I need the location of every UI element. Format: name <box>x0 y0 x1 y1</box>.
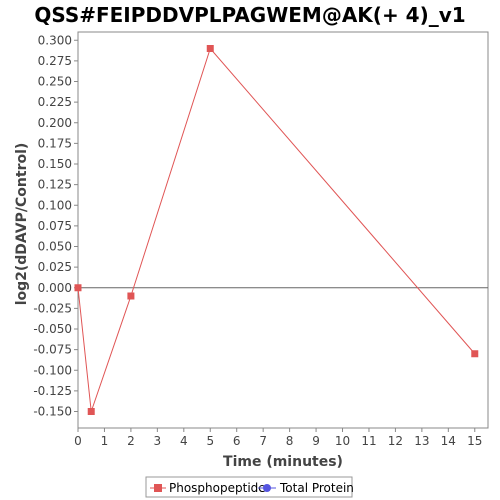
y-tick-label: 0.125 <box>38 178 72 192</box>
y-tick-label: 0.300 <box>38 33 72 47</box>
x-tick-label: 5 <box>206 434 214 448</box>
x-axis: 0 1 2 3 4 5 6 7 8 9 10 11 12 13 14 15 <box>74 428 482 448</box>
data-point <box>206 45 214 52</box>
y-tick-label: 0.075 <box>38 219 72 233</box>
y-axis-label: log2(dDAVP/Control) <box>14 143 30 306</box>
x-tick-label: 7 <box>259 434 267 448</box>
y-tick-label: -0.125 <box>33 384 72 398</box>
data-point <box>471 350 479 358</box>
legend-box <box>145 476 353 498</box>
y-tick-label: 0.250 <box>38 75 72 89</box>
y-tick-label: 0.150 <box>38 157 72 171</box>
y-tick-label: 0.200 <box>38 116 72 130</box>
x-tick-label: 0 <box>74 434 82 448</box>
x-tick-label: 15 <box>467 434 482 448</box>
plot-area <box>77 31 489 429</box>
x-tick-label: 10 <box>335 434 350 448</box>
y-tick-label: 0.275 <box>38 54 72 68</box>
y-tick-label: 0.050 <box>38 240 72 254</box>
x-tick-label: 13 <box>414 434 429 448</box>
y-tick-label: -0.100 <box>33 363 72 377</box>
y-tick-label: 0.000 <box>38 281 72 295</box>
x-tick-label: 9 <box>312 434 320 448</box>
data-point <box>74 284 82 292</box>
x-tick-label: 8 <box>286 434 294 448</box>
x-tick-label: 4 <box>180 434 188 448</box>
x-tick-label: 12 <box>388 434 403 448</box>
legend-label-phosphopeptide: Phosphopeptide <box>169 481 266 495</box>
x-axis-label: Time (minutes) <box>223 454 343 470</box>
y-tick-label: 0.100 <box>38 198 72 212</box>
x-tick-label: 14 <box>441 434 456 448</box>
x-tick-label: 11 <box>361 434 376 448</box>
data-point <box>127 292 135 300</box>
series-group <box>74 45 479 415</box>
y-axis: 0.300 0.275 0.250 0.225 0.200 0.175 0.150 0.125… <box>33 33 78 419</box>
x-tick-label: 3 <box>154 434 162 448</box>
legend-marker-total-protein <box>263 484 271 492</box>
legend: Phosphopeptide Total Protein <box>145 476 354 498</box>
legend-marker-phosphopeptide <box>154 484 162 492</box>
y-tick-label: 0.025 <box>38 260 72 274</box>
y-tick-label: -0.025 <box>33 301 72 315</box>
y-tick-label: 0.225 <box>38 95 72 109</box>
x-tick-label: 1 <box>101 434 109 448</box>
chart-title: QSS#FEIPDDVPLPAGWEM@AK(+ 4)_v1 <box>34 3 465 27</box>
y-tick-label: -0.075 <box>33 343 72 357</box>
y-tick-label: 0.175 <box>38 136 72 150</box>
x-tick-label: 2 <box>127 434 135 448</box>
x-tick-label: 6 <box>233 434 241 448</box>
data-point <box>87 408 95 415</box>
y-tick-label: -0.050 <box>33 322 72 336</box>
legend-label-total-protein: Total Protein <box>279 481 354 495</box>
y-tick-label: -0.150 <box>33 405 72 419</box>
